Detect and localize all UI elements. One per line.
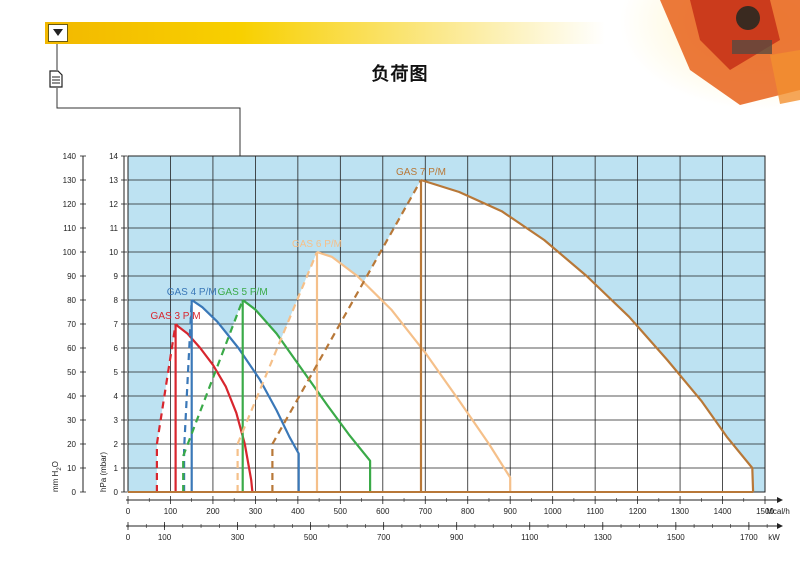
mcal-axis-tick-label: 1500 bbox=[756, 507, 774, 516]
page-title: 负荷图 bbox=[371, 64, 429, 84]
left-axis-label: mm H2O bbox=[51, 461, 63, 492]
mcal-axis-arrow bbox=[777, 497, 783, 503]
kw-axis-tick-label: 100 bbox=[158, 533, 172, 542]
right-axis-tick-label: 3 bbox=[114, 416, 119, 425]
left-axis-tick-label: 0 bbox=[72, 488, 77, 497]
gas5-startup-line bbox=[182, 299, 244, 492]
kw-axis-tick-label: 700 bbox=[377, 533, 391, 542]
right-axis-tick-label: 0 bbox=[114, 488, 119, 497]
gas5-envelope-line bbox=[242, 299, 372, 492]
left-axis-tick-label: 110 bbox=[63, 224, 76, 233]
mcal-axis-tick-label: 900 bbox=[504, 507, 518, 516]
left-axis-tick-label: 10 bbox=[67, 464, 76, 473]
right-axis-tick-label: 7 bbox=[114, 320, 119, 329]
left-axis-tick-label: 80 bbox=[67, 296, 76, 305]
kw-axis-tick-label: 1700 bbox=[740, 533, 758, 542]
mcal-axis-tick-label: 100 bbox=[164, 507, 178, 516]
kw-axis-tick-label: 500 bbox=[304, 533, 318, 542]
right-axis-tick-label: 14 bbox=[109, 152, 118, 161]
gas7-envelope-line bbox=[420, 178, 755, 493]
left-axis-tick-label: 120 bbox=[63, 200, 77, 209]
startup-fill-3 bbox=[156, 324, 176, 492]
document-icon[interactable] bbox=[49, 70, 63, 88]
left-axis-tick-label: 40 bbox=[67, 392, 76, 401]
mcal-axis-unit: Mcal/h bbox=[766, 507, 790, 516]
mcal-axis-tick-label: 1300 bbox=[671, 507, 689, 516]
right-axis-tick-label: 2 bbox=[114, 440, 119, 449]
left-axis-tick-label: 60 bbox=[67, 344, 76, 353]
right-axis-tick-label: 13 bbox=[109, 176, 118, 185]
menu-toggle-button[interactable] bbox=[48, 24, 68, 42]
right-axis-label: hPa (mbar) bbox=[99, 452, 108, 492]
gas3-envelope-line bbox=[174, 323, 254, 493]
left-axis-tick-label: 70 bbox=[67, 320, 76, 329]
right-axis-tick-label: 1 bbox=[114, 464, 119, 473]
left-axis-tick-label: 100 bbox=[63, 248, 77, 257]
mcal-axis-tick-label: 1200 bbox=[629, 507, 647, 516]
left-axis-tick-label: 30 bbox=[67, 416, 76, 425]
gas4-label: GAS 4 P/M bbox=[167, 287, 217, 298]
envelope-fill-7 bbox=[421, 180, 754, 492]
startup-fill-7 bbox=[272, 180, 421, 492]
right-axis-tick-label: 10 bbox=[109, 248, 118, 257]
gas3-label: GAS 3 P/M bbox=[151, 311, 201, 322]
mcal-axis-tick-label: 0 bbox=[126, 507, 131, 516]
header-bar bbox=[45, 22, 605, 44]
right-axis-tick-label: 4 bbox=[114, 392, 119, 401]
mcal-axis-tick-label: 300 bbox=[249, 507, 263, 516]
gas6-startup-line bbox=[236, 251, 319, 492]
mcal-axis-tick-label: 1000 bbox=[544, 507, 562, 516]
burner-photo bbox=[620, 0, 800, 110]
left-axis-tick-label: 20 bbox=[67, 440, 76, 449]
left-axis-tick-label: 140 bbox=[63, 152, 77, 161]
right-axis-tick-label: 5 bbox=[114, 368, 119, 377]
mcal-axis-tick-label: 400 bbox=[291, 507, 305, 516]
left-axis-tick-label: 130 bbox=[63, 176, 77, 185]
kw-axis-tick-label: 900 bbox=[450, 533, 464, 542]
gas7-startup-line bbox=[271, 179, 422, 492]
left-axis-tick-label: 50 bbox=[67, 368, 76, 377]
gas6-label: GAS 6 P/M bbox=[292, 239, 342, 250]
gas5-label: GAS 5 P/M bbox=[218, 287, 268, 298]
gas7-label: GAS 7 P/M bbox=[396, 167, 446, 178]
right-axis-tick-label: 12 bbox=[109, 200, 118, 209]
mcal-axis-tick-label: 800 bbox=[461, 507, 475, 516]
mcal-axis-tick-label: 600 bbox=[376, 507, 390, 516]
gas6-envelope-line bbox=[316, 250, 512, 492]
mcal-axis-tick-label: 500 bbox=[334, 507, 348, 516]
kw-axis-tick-label: 300 bbox=[231, 533, 245, 542]
kw-axis-tick-label: 1100 bbox=[521, 533, 539, 542]
mcal-axis-tick-label: 200 bbox=[206, 507, 220, 516]
right-axis-tick-label: 11 bbox=[110, 224, 119, 233]
kw-axis-arrow bbox=[777, 523, 783, 529]
left-axis-tick-label: 90 bbox=[67, 272, 76, 281]
kw-axis-tick-label: 0 bbox=[126, 533, 131, 542]
right-axis-tick-label: 8 bbox=[114, 296, 119, 305]
kw-axis-tick-label: 1300 bbox=[594, 533, 612, 542]
gas4-envelope-line bbox=[191, 299, 300, 492]
mcal-axis-tick-label: 700 bbox=[419, 507, 433, 516]
triangle-down-icon bbox=[53, 29, 63, 36]
right-axis-tick-label: 6 bbox=[114, 344, 119, 353]
mcal-axis-tick-label: 1100 bbox=[587, 507, 605, 516]
kw-axis-unit: kW bbox=[768, 533, 780, 542]
gas3-startup-line bbox=[155, 323, 177, 492]
kw-axis-tick-label: 1500 bbox=[667, 533, 685, 542]
mcal-axis-tick-label: 1400 bbox=[714, 507, 732, 516]
right-axis-tick-label: 9 bbox=[114, 272, 119, 281]
